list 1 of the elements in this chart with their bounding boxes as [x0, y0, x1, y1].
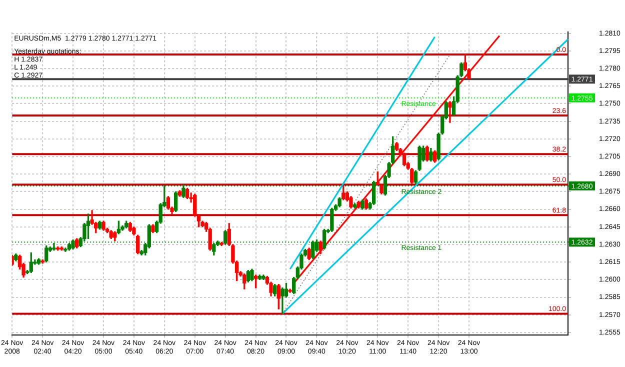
- candlestick: [448, 101, 452, 123]
